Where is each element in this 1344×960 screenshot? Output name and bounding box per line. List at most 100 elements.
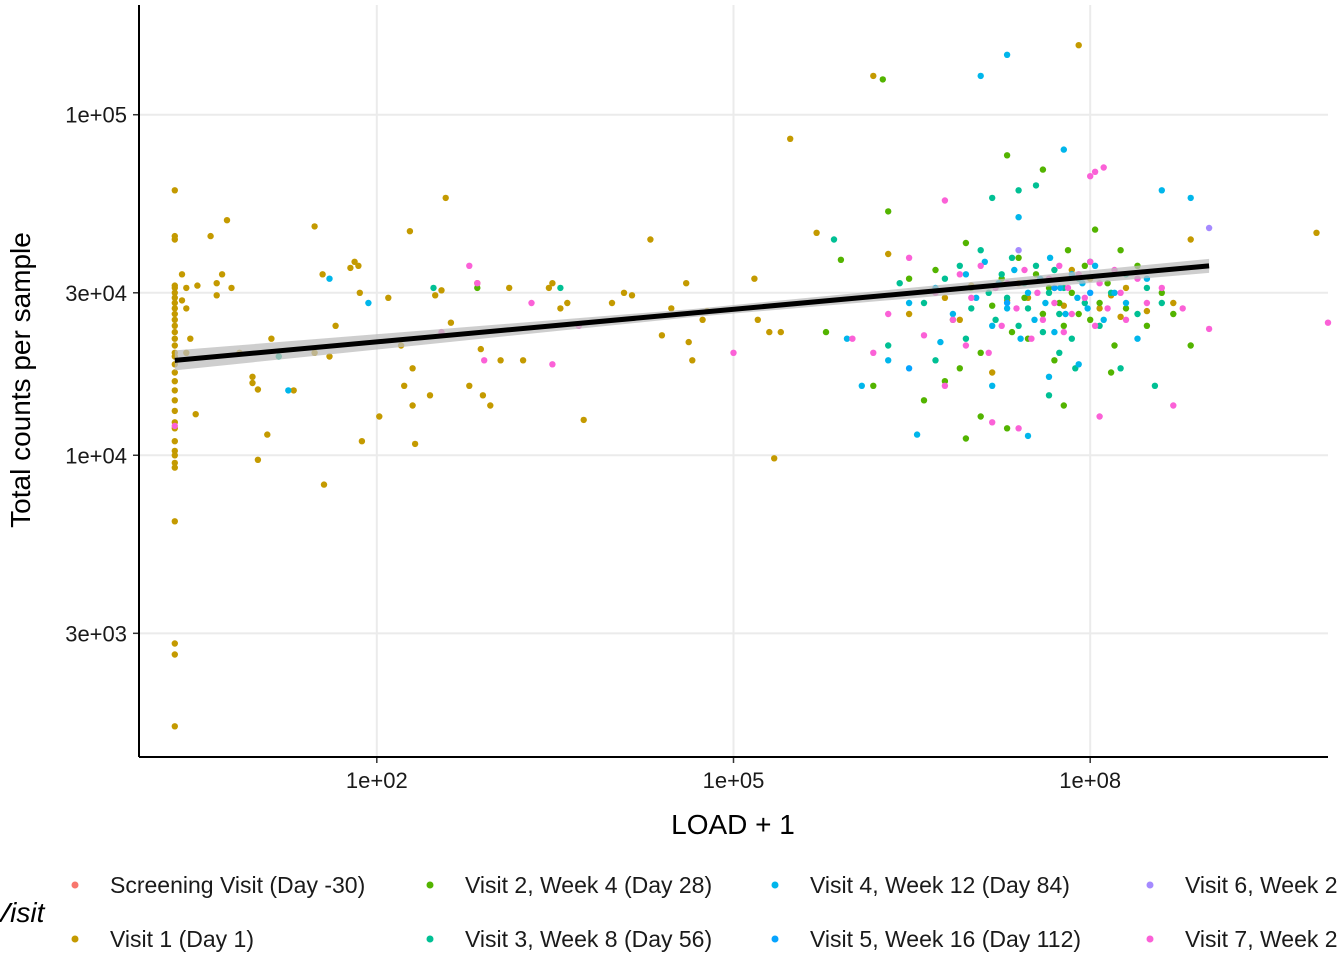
data-point xyxy=(1158,187,1166,194)
data-point xyxy=(870,72,877,80)
data-point xyxy=(1024,305,1032,312)
data-point xyxy=(962,239,970,247)
data-point xyxy=(264,431,271,438)
data-point xyxy=(998,271,1005,278)
data-point xyxy=(932,357,939,364)
data-point xyxy=(699,316,706,323)
data-point xyxy=(1008,254,1016,261)
data-point xyxy=(171,282,178,289)
series-visit-1-day-1- xyxy=(171,42,1320,730)
data-point xyxy=(1011,266,1018,274)
data-point xyxy=(1158,299,1166,307)
data-point xyxy=(1087,258,1094,265)
data-point xyxy=(1187,236,1194,243)
data-point xyxy=(1151,382,1159,389)
data-point xyxy=(932,266,939,274)
legend-title: Visit xyxy=(0,897,46,928)
data-point xyxy=(519,357,527,364)
data-point xyxy=(580,416,587,424)
data-point xyxy=(941,382,949,389)
data-point xyxy=(977,247,984,254)
data-point xyxy=(1117,365,1124,372)
data-point xyxy=(1122,284,1130,292)
data-point xyxy=(1039,166,1047,173)
data-point xyxy=(1143,307,1151,315)
x-tick-label: 1e+08 xyxy=(1059,768,1121,793)
data-point xyxy=(1074,294,1081,301)
data-point xyxy=(1064,247,1072,254)
data-point xyxy=(941,275,949,282)
data-point xyxy=(213,280,220,287)
legend-key xyxy=(426,935,434,943)
data-point xyxy=(1107,369,1115,376)
data-point xyxy=(1081,294,1089,301)
data-point xyxy=(1117,289,1124,296)
data-point xyxy=(998,322,1005,329)
legend-key xyxy=(771,935,779,943)
data-point xyxy=(171,305,178,312)
data-point xyxy=(1143,284,1151,292)
data-point xyxy=(320,481,328,488)
data-point xyxy=(1117,313,1124,320)
data-point xyxy=(171,378,178,385)
data-point xyxy=(171,299,178,307)
data-point xyxy=(1021,294,1028,301)
data-point xyxy=(977,262,984,269)
data-point xyxy=(171,342,178,349)
data-point xyxy=(1003,425,1011,432)
data-point xyxy=(689,357,696,364)
data-point xyxy=(319,271,326,278)
data-point xyxy=(668,305,675,312)
data-point xyxy=(1104,305,1111,312)
data-point xyxy=(989,302,996,309)
data-point xyxy=(1187,194,1194,202)
y-tick-label: 3e+03 xyxy=(65,621,127,646)
data-point xyxy=(1143,322,1151,329)
legend-label: Visit 6, Week 2 xyxy=(1185,872,1338,898)
data-point xyxy=(981,258,988,265)
data-point xyxy=(977,413,984,420)
data-point xyxy=(355,262,362,269)
series-visit-4-week-12-day-84- xyxy=(285,51,1194,440)
data-point xyxy=(401,382,408,389)
data-point xyxy=(171,335,178,342)
data-point xyxy=(1158,284,1166,292)
data-point xyxy=(326,353,333,360)
data-point xyxy=(1091,168,1099,175)
data-point xyxy=(920,332,928,339)
legend-label: Visit 7, Week 2 xyxy=(1185,926,1338,952)
data-point xyxy=(1087,316,1094,323)
data-point xyxy=(973,294,980,301)
regression-line xyxy=(174,263,1210,363)
data-point xyxy=(474,284,481,292)
data-point xyxy=(870,349,877,356)
data-point xyxy=(254,456,262,463)
data-point xyxy=(1051,357,1058,364)
data-point xyxy=(1096,322,1103,329)
data-point xyxy=(858,382,865,389)
data-point xyxy=(1187,342,1194,349)
data-point xyxy=(751,275,758,282)
data-point xyxy=(949,316,957,323)
series-visit-5-week-16-day-112- xyxy=(905,284,1094,372)
data-point xyxy=(207,232,214,240)
data-point xyxy=(941,294,949,301)
data-point xyxy=(956,316,963,323)
data-point xyxy=(171,447,178,455)
y-tick-label: 1e+05 xyxy=(65,103,127,128)
data-point xyxy=(1075,361,1082,368)
data-point xyxy=(1096,413,1103,420)
data-point xyxy=(351,258,358,265)
data-point xyxy=(409,402,416,409)
data-point xyxy=(1015,247,1022,254)
data-point xyxy=(426,392,434,399)
data-point xyxy=(332,322,339,329)
data-point xyxy=(1051,328,1058,336)
data-point xyxy=(171,294,178,301)
data-point xyxy=(1032,182,1040,189)
data-point xyxy=(213,292,220,299)
data-point xyxy=(647,236,654,243)
data-point xyxy=(962,342,970,349)
data-point xyxy=(658,332,666,339)
data-point xyxy=(1056,299,1063,307)
